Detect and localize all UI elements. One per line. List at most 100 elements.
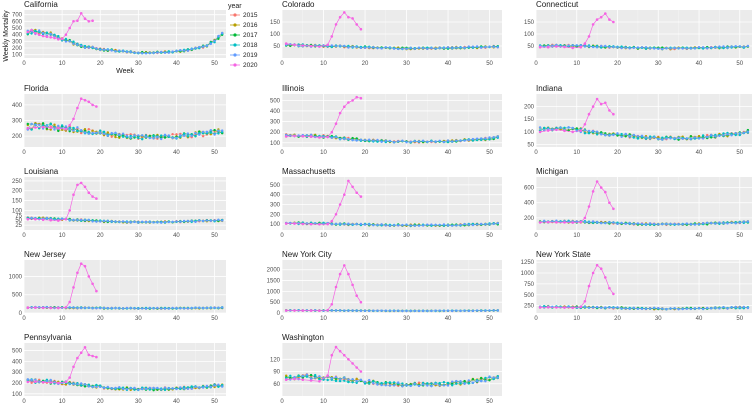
data-point <box>722 45 725 48</box>
data-point <box>624 222 627 225</box>
data-point <box>343 105 346 108</box>
series-line-2017 <box>539 127 749 140</box>
data-point <box>722 306 725 309</box>
data-point <box>632 46 635 50</box>
data-point <box>742 220 745 223</box>
data-point <box>430 309 433 313</box>
data-point <box>121 50 125 53</box>
data-point <box>579 45 583 49</box>
data-point <box>355 223 358 226</box>
y-tick-label: 50 <box>527 44 534 50</box>
data-point <box>26 306 30 310</box>
data-point <box>442 309 446 313</box>
data-point <box>76 126 79 129</box>
data-point <box>141 138 144 141</box>
series-line-2020 <box>540 264 614 309</box>
x-tick-label: 20 <box>97 399 104 404</box>
data-point <box>167 307 170 310</box>
y-tick-label: 150 <box>524 20 535 26</box>
data-point <box>209 131 212 134</box>
data-point <box>171 50 174 53</box>
x-tick-label: 0 <box>534 316 538 322</box>
data-point <box>746 306 750 310</box>
data-point <box>217 34 220 38</box>
data-point <box>355 137 358 140</box>
data-point <box>41 380 45 384</box>
y-tick-label: 300 <box>12 39 23 45</box>
x-tick-label: 10 <box>573 150 580 156</box>
data-point <box>595 130 599 133</box>
data-point <box>351 223 354 226</box>
data-point <box>591 220 595 223</box>
y-tick-label: 50 <box>527 142 534 148</box>
data-point <box>612 20 615 24</box>
data-point <box>595 180 599 183</box>
data-point <box>41 218 45 222</box>
data-point <box>83 98 87 102</box>
data-point <box>706 47 709 50</box>
data-point <box>657 137 660 141</box>
x-tick-label: 50 <box>486 316 493 322</box>
data-point <box>648 135 652 138</box>
data-point <box>110 220 113 223</box>
data-point <box>175 136 178 140</box>
data-point <box>53 36 56 40</box>
data-point <box>484 380 487 383</box>
data-point <box>343 44 346 48</box>
data-point <box>467 309 470 313</box>
data-point <box>99 129 102 132</box>
data-point <box>334 309 338 312</box>
data-point <box>338 203 342 206</box>
x-tick-label: 20 <box>362 399 369 404</box>
data-point <box>213 306 216 309</box>
data-point <box>608 46 611 49</box>
data-point <box>401 309 404 313</box>
data-point <box>179 307 182 310</box>
data-point <box>167 134 170 137</box>
data-point <box>384 381 387 385</box>
data-point <box>91 103 94 107</box>
data-point <box>144 387 148 391</box>
data-point <box>583 216 587 220</box>
data-point <box>488 223 491 226</box>
data-point <box>363 46 367 49</box>
data-point <box>301 374 304 378</box>
data-point <box>152 134 155 138</box>
data-point <box>384 224 387 227</box>
data-point <box>91 131 94 135</box>
data-point <box>563 129 566 133</box>
data-point <box>363 382 367 385</box>
x-tick-label: 0 <box>280 399 284 404</box>
data-point <box>438 309 441 312</box>
data-point <box>53 33 56 36</box>
data-point <box>359 138 363 141</box>
data-point <box>697 223 701 226</box>
data-point <box>600 306 603 309</box>
data-point <box>79 12 83 15</box>
legend-entry-label: 2016 <box>243 22 258 29</box>
data-point <box>648 307 652 310</box>
data-point <box>392 223 396 227</box>
data-point <box>87 191 91 194</box>
data-point <box>555 45 558 48</box>
data-point <box>746 130 750 133</box>
data-point <box>430 140 433 143</box>
legend-key-point <box>233 63 237 67</box>
data-point <box>79 97 83 100</box>
data-point <box>91 195 94 198</box>
data-point <box>49 378 52 382</box>
data-point <box>636 307 640 310</box>
y-tick-label: 100 <box>524 130 535 136</box>
data-point <box>26 122 29 126</box>
y-tick-label: 200 <box>270 212 281 218</box>
data-point <box>305 375 309 378</box>
panel-title: Indiana <box>536 84 563 93</box>
data-point <box>133 134 136 137</box>
data-point <box>205 384 209 388</box>
data-point <box>133 220 136 224</box>
data-point <box>95 197 98 200</box>
data-point <box>401 382 404 385</box>
x-axis-label: Week <box>116 68 134 75</box>
x-tick-label: 20 <box>614 61 621 67</box>
